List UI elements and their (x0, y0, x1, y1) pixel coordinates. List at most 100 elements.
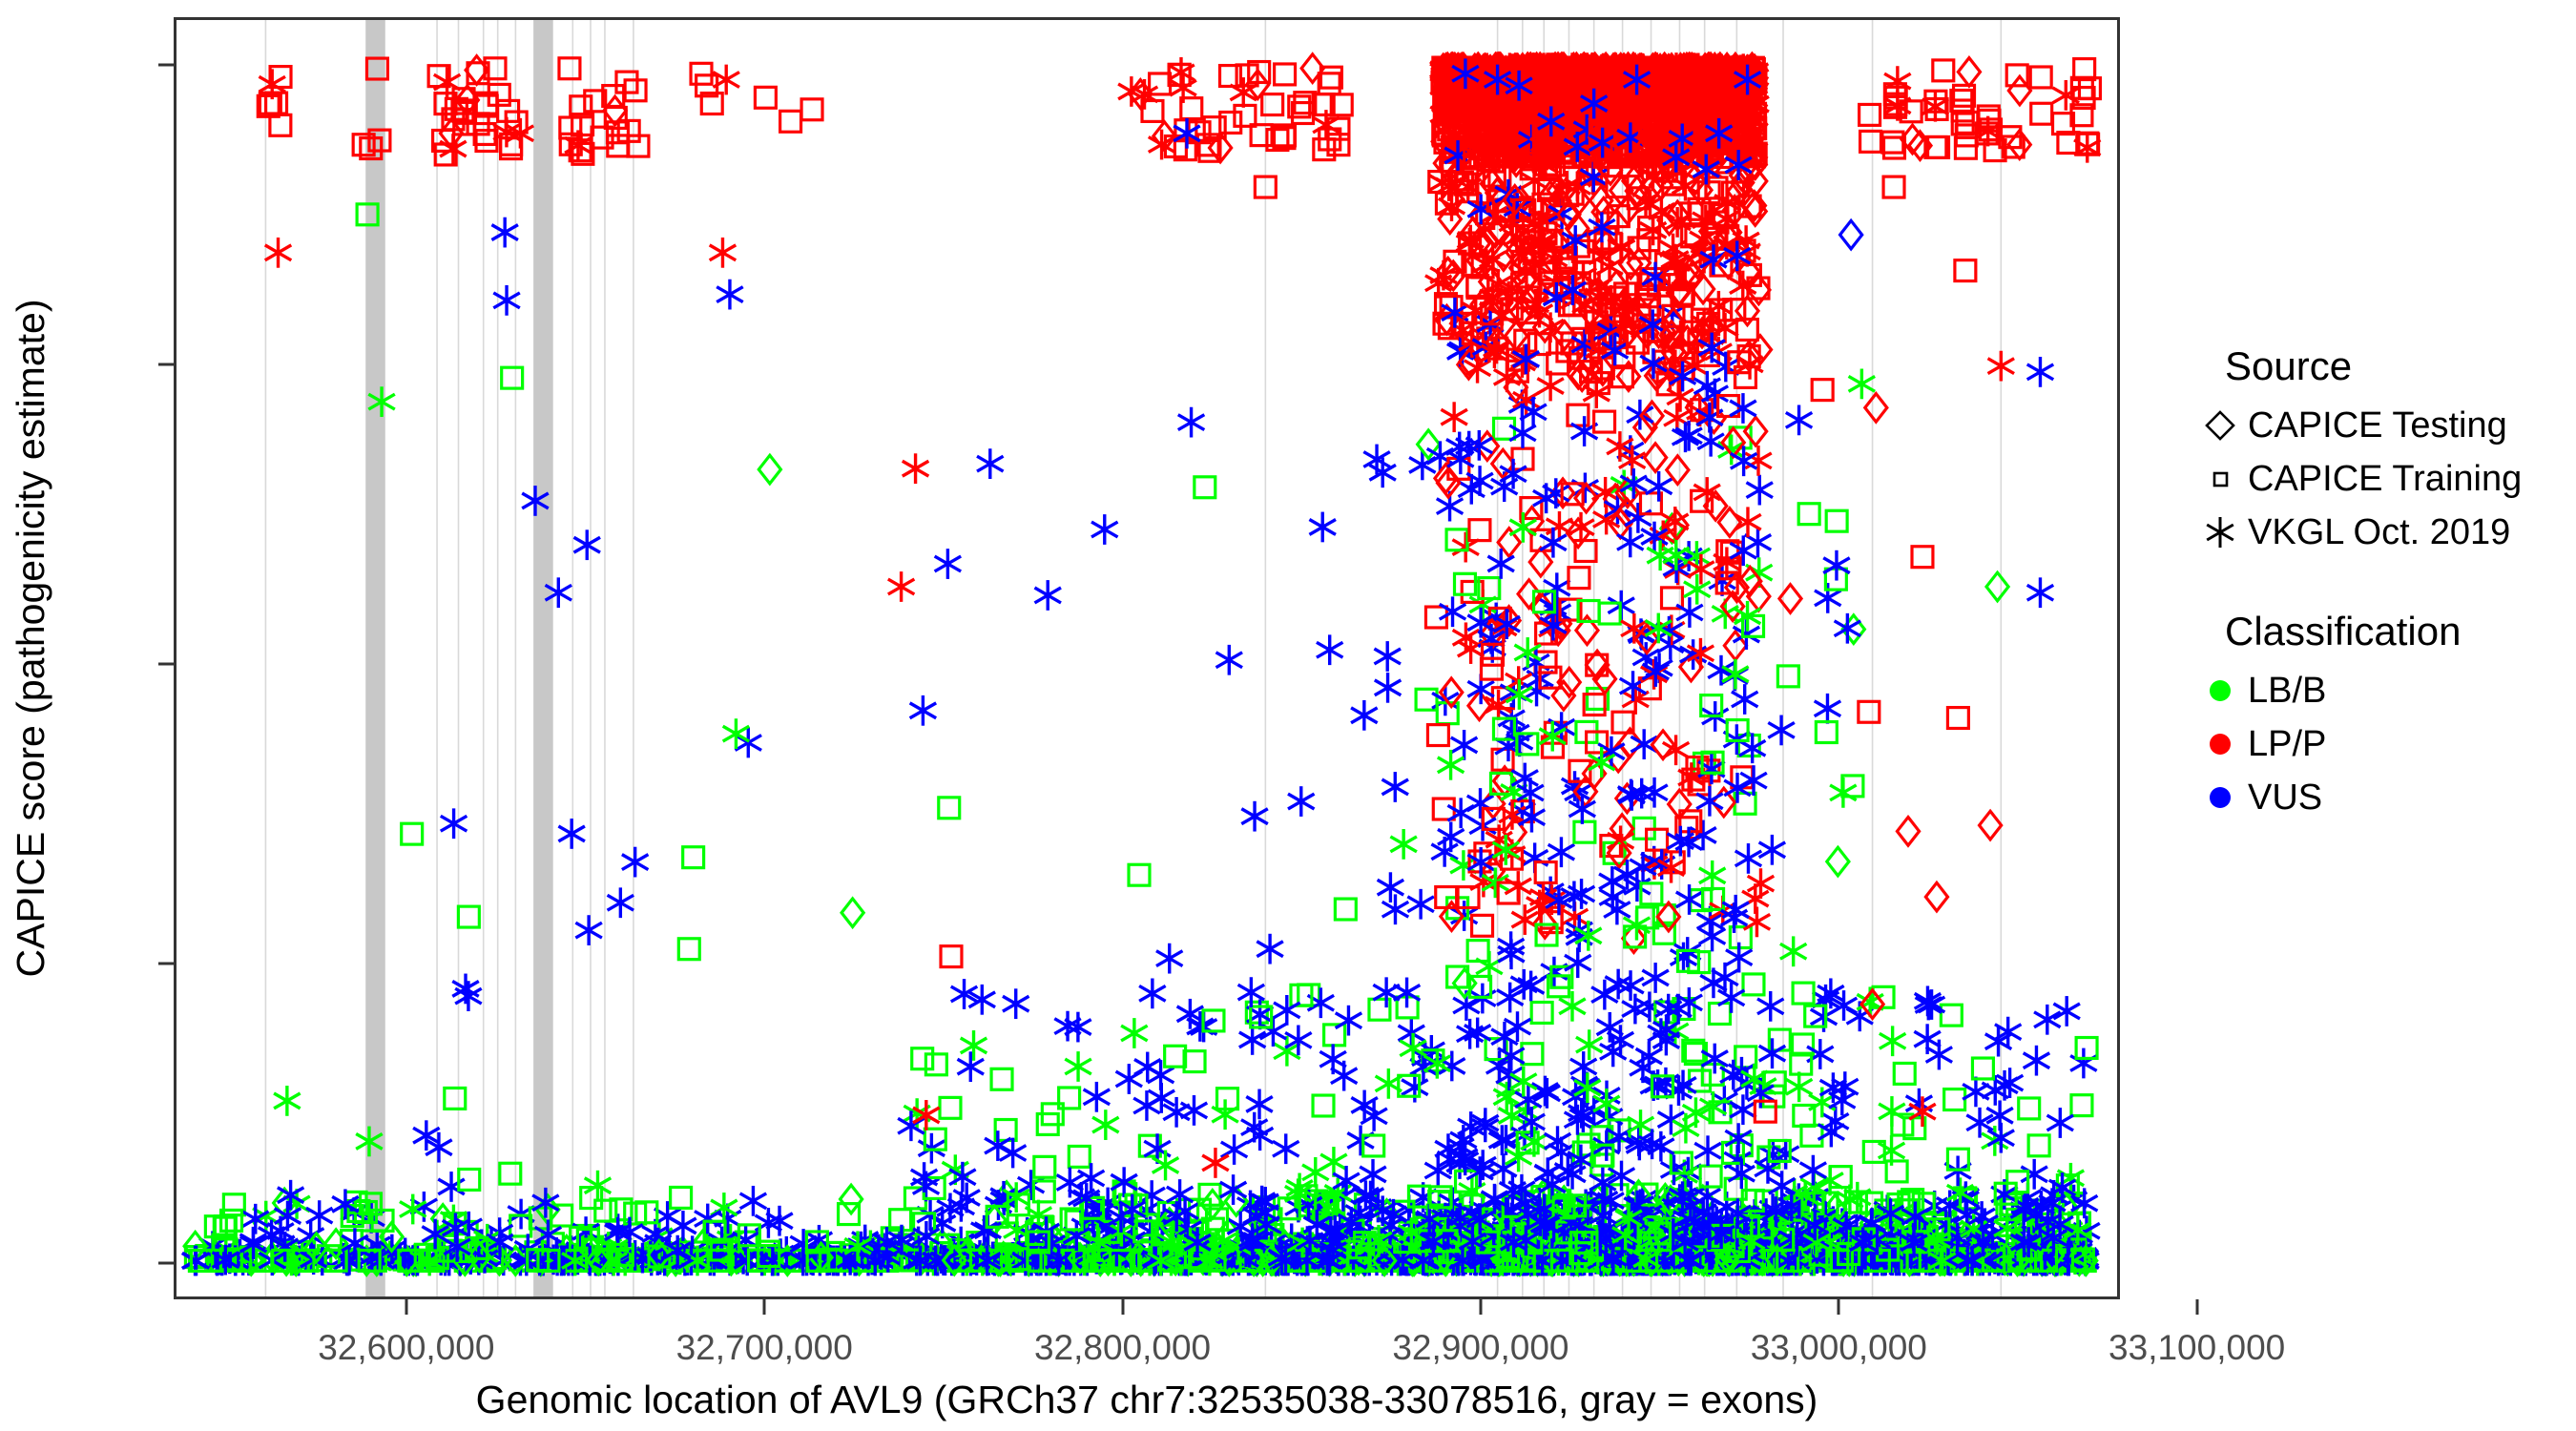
data-point (901, 453, 930, 485)
data-point (574, 915, 603, 945)
data-point (439, 808, 468, 840)
data-point (1308, 511, 1337, 543)
data-point (1808, 1087, 1837, 1118)
data-point (1592, 409, 1617, 434)
data-point (1785, 1071, 1814, 1103)
exon-band (533, 20, 553, 1296)
data-point (621, 846, 650, 878)
data-point (886, 571, 916, 602)
data-point (694, 1203, 722, 1234)
data-point (1884, 1159, 1909, 1184)
data-point (1430, 836, 1459, 867)
data-point (1201, 1148, 1230, 1178)
data-point (1879, 1026, 1907, 1057)
data-point (1333, 897, 1358, 922)
data-point (1155, 943, 1184, 974)
scatter-plot-canvas (180, 20, 2103, 1296)
data-point (939, 944, 964, 969)
data-point (1163, 1044, 1188, 1068)
data-point (1245, 1089, 1274, 1120)
data-point (1272, 1133, 1300, 1165)
data-point (1821, 1106, 1850, 1137)
exon-bands-layer (365, 20, 553, 1296)
data-point (1451, 531, 1480, 563)
data-point (1642, 441, 1669, 474)
data-point (1813, 693, 1842, 724)
data-point (933, 549, 963, 579)
data-point (714, 1203, 742, 1234)
data-point (1497, 931, 1526, 963)
data-point (1440, 402, 1468, 433)
data-point (1814, 719, 1839, 745)
data-point (1814, 583, 1842, 613)
data-point (1406, 888, 1435, 920)
data-point (340, 1204, 364, 1229)
data-point (273, 1086, 301, 1116)
data-point (1326, 133, 1351, 157)
data-point (937, 796, 962, 820)
data-point (1273, 995, 1301, 1026)
data-point (1641, 963, 1670, 993)
data-point (840, 896, 866, 930)
data-point (1215, 644, 1243, 675)
data-point (1797, 502, 1821, 527)
data-point (1182, 1049, 1207, 1074)
data-point (1067, 1144, 1091, 1169)
data-point (1176, 406, 1206, 438)
data-point (1273, 62, 1298, 87)
data-point (1127, 862, 1152, 887)
data-point (1256, 933, 1284, 964)
plot-panel (174, 17, 2120, 1299)
data-point (1215, 1087, 1240, 1111)
data-points-layer (180, 51, 2103, 1277)
data-point (1091, 1110, 1120, 1140)
data-point (1389, 829, 1418, 860)
data-point (1572, 819, 1597, 844)
data-point (623, 78, 648, 103)
data-point (1510, 762, 1539, 794)
data-point (1316, 634, 1344, 666)
data-point (498, 1161, 523, 1186)
data-point (1179, 1095, 1209, 1126)
data-point (908, 695, 938, 726)
data-point (1661, 735, 1691, 766)
data-point (938, 1095, 963, 1120)
data-point (1645, 470, 1673, 502)
data-point (557, 819, 586, 849)
data-point (1359, 1159, 1387, 1190)
data-point (924, 1052, 948, 1077)
data-point (557, 56, 582, 81)
data-point (1734, 843, 1763, 874)
data-point (456, 904, 481, 929)
data-point (1791, 981, 1816, 1006)
data-point (959, 1030, 988, 1061)
data-point (606, 887, 634, 919)
data-point (753, 85, 778, 110)
data-point (2020, 1158, 2048, 1190)
data-point (1824, 844, 1851, 879)
data-point (1330, 1060, 1359, 1091)
data-point (669, 1185, 694, 1210)
data-point (1452, 571, 1478, 596)
data-point (1942, 1087, 1967, 1112)
data-point (1322, 1023, 1347, 1047)
data-point (1064, 1051, 1092, 1082)
data-point (593, 1198, 618, 1223)
data-point (2046, 1108, 2074, 1138)
data-point (1529, 1000, 1554, 1026)
data-point (757, 452, 783, 487)
data-point (1120, 1018, 1149, 1048)
data-point (800, 97, 824, 122)
data-point (910, 1047, 935, 1071)
data-point (1939, 1003, 1963, 1027)
data-point (2052, 996, 2081, 1027)
data-point (1311, 1093, 1336, 1118)
data-point (779, 109, 803, 134)
data-point (1757, 834, 1787, 865)
data-point (2069, 1047, 2098, 1079)
data-point (1520, 1042, 1545, 1067)
data-point (738, 1185, 768, 1216)
data-point (1219, 1134, 1249, 1165)
data-point (1799, 1123, 1824, 1148)
